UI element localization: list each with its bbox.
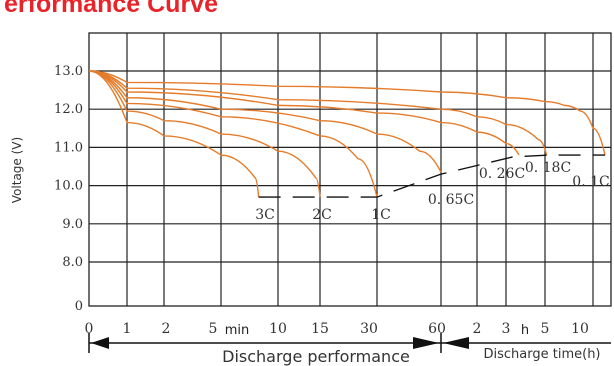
y-tick-label: 12.0 [54,102,83,117]
footer-arrow-head [413,337,439,349]
x-tick-label: 15 [311,321,329,337]
y-tick-label: 10.0 [54,179,83,194]
series-label-3C: 3C [255,207,275,223]
series-line-3C [88,70,260,198]
x-tick-label: 3 [502,321,511,337]
x-tick-label: 10 [269,321,287,337]
y-tick-label: 8.0 [62,255,83,270]
footer: Discharge performance Discharge time(h) [88,333,611,366]
series-line-0.18C [88,70,548,156]
footer-arrow-head [443,337,469,349]
chart-title: erformance Curve [4,0,218,18]
discharge-curves [88,70,606,198]
x-tick-label: 5 [209,321,218,337]
series-label-0.1C: 0. 1C [572,174,609,190]
axes: 13.0 12.0 11.0 10.0 9.0 8.0 0 Voltage (V) 0 1 2 5 10… [10,32,612,338]
y-axis-label: Voltage (V) [10,137,24,203]
footer-arrow-head [91,337,109,349]
series-label-0.26C: 0. 26C [479,166,525,182]
x-tick-label: 2 [162,321,171,337]
series-label-0.65C: 0. 65C [428,192,474,208]
x-tick-label: 30 [360,321,378,337]
x-unit-min: min [225,323,250,338]
x-tick-label: 1 [123,321,132,337]
x-tick-label: 60 [428,321,446,337]
x-unit-h: h [521,323,529,338]
series-label-2C: 2C [312,207,332,223]
y-tick-label: 13.0 [54,64,83,79]
x-tick-label: 5 [541,321,550,337]
grid [89,33,611,306]
plot-frame [88,32,612,307]
y-tick-label: 0 [75,299,83,314]
series-line-0.65C [88,70,442,173]
cutoff-dashed-line [258,154,605,198]
cutoff-line [258,154,605,198]
y-tick-label: 9.0 [62,217,83,232]
series-line-2C [88,70,321,198]
series-label-0.18C: 0. 18C [525,160,571,176]
footer-right-label: Discharge time(h) [484,347,601,362]
series-line-1C [88,70,378,198]
x-tick-label: 0 [85,321,94,337]
series-line-0.1C [88,70,606,156]
footer-left-label: Discharge performance [222,347,410,366]
x-tick-label: 10 [571,321,589,337]
series-line-0.26C [88,70,520,156]
series-label-1C: 1C [371,207,391,223]
y-tick-label: 11.0 [54,140,83,155]
x-tick-label: 2 [473,321,482,337]
